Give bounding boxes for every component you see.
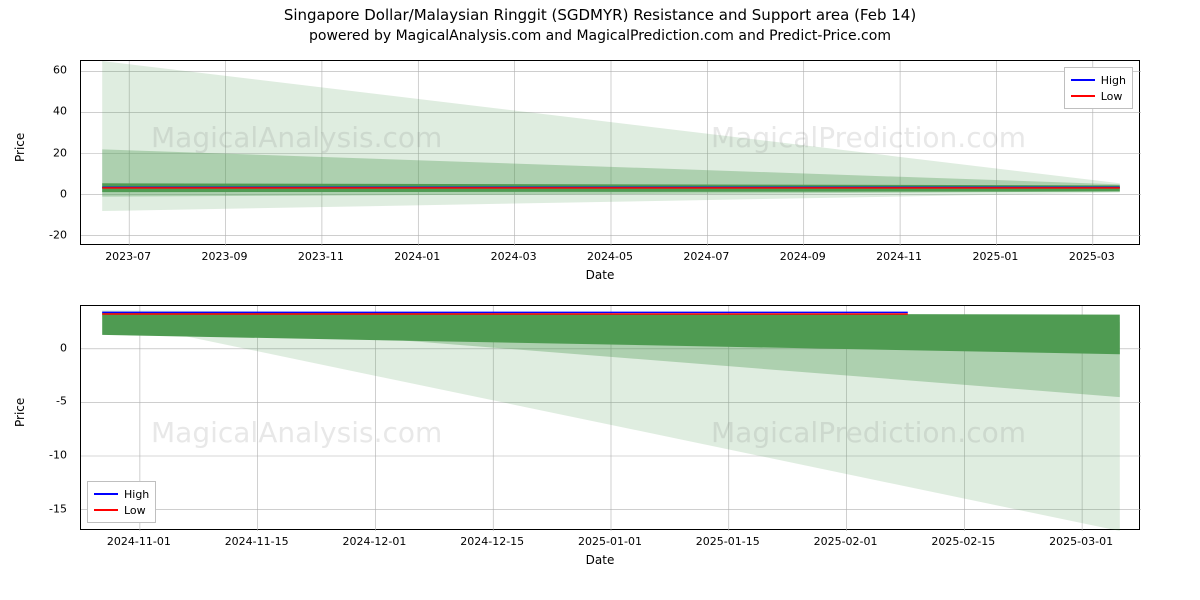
xtick-label: 2024-12-15 bbox=[460, 535, 524, 548]
ytick-label: -5 bbox=[56, 395, 75, 408]
ytick-label: 0 bbox=[60, 187, 75, 200]
bottom-plot-area: MagicalAnalysis.com MagicalPrediction.co… bbox=[80, 305, 1140, 530]
xtick-label: 2024-07 bbox=[683, 250, 729, 263]
xtick-label: 2024-05 bbox=[587, 250, 633, 263]
xtick-label: 2024-11 bbox=[876, 250, 922, 263]
xtick-label: 2024-12-01 bbox=[342, 535, 406, 548]
xtick-label: 2025-01 bbox=[972, 250, 1018, 263]
legend-row-low: Low bbox=[1071, 88, 1126, 104]
figure: Singapore Dollar/Malaysian Ringgit (SGDM… bbox=[0, 0, 1200, 600]
ytick-label: -10 bbox=[49, 449, 75, 462]
ytick-label: 60 bbox=[53, 64, 75, 77]
bottom-plot-svg bbox=[81, 306, 1141, 531]
bottom-legend: High Low bbox=[87, 481, 156, 523]
xtick-label: 2023-07 bbox=[105, 250, 151, 263]
legend-swatch-high-2 bbox=[94, 493, 118, 495]
legend-swatch-low bbox=[1071, 95, 1095, 97]
ytick-label: 20 bbox=[53, 146, 75, 159]
xtick-label: 2024-11-01 bbox=[107, 535, 171, 548]
xtick-label: 2025-01-15 bbox=[696, 535, 760, 548]
top-plot-area: MagicalAnalysis.com MagicalPrediction.co… bbox=[80, 60, 1140, 245]
legend-swatch-high bbox=[1071, 79, 1095, 81]
xtick-label: 2023-09 bbox=[202, 250, 248, 263]
ytick-label: -20 bbox=[49, 228, 75, 241]
bottom-yticks: -15 -10 -5 0 bbox=[0, 305, 75, 530]
chart-title: Singapore Dollar/Malaysian Ringgit (SGDM… bbox=[0, 6, 1200, 24]
top-legend: High Low bbox=[1064, 67, 1133, 109]
legend-label-high: High bbox=[1101, 74, 1126, 87]
xtick-label: 2024-09 bbox=[780, 250, 826, 263]
ytick-label: -15 bbox=[49, 502, 75, 515]
legend-label-high-2: High bbox=[124, 488, 149, 501]
xtick-label: 2025-01-01 bbox=[578, 535, 642, 548]
top-plot-svg bbox=[81, 61, 1141, 246]
xtick-label: 2024-11-15 bbox=[225, 535, 289, 548]
ytick-label: 40 bbox=[53, 105, 75, 118]
chart-subtitle: powered by MagicalAnalysis.com and Magic… bbox=[0, 28, 1200, 44]
xtick-label: 2024-01 bbox=[394, 250, 440, 263]
xtick-label: 2025-02-15 bbox=[931, 535, 995, 548]
legend-swatch-low-2 bbox=[94, 509, 118, 511]
top-yticks: -20 0 20 40 60 bbox=[0, 60, 75, 245]
legend-label-low: Low bbox=[1101, 90, 1123, 103]
legend-row-low-2: Low bbox=[94, 502, 149, 518]
xtick-label: 2025-03-01 bbox=[1049, 535, 1113, 548]
bottom-xlabel: Date bbox=[0, 553, 1200, 567]
xtick-label: 2024-03 bbox=[491, 250, 537, 263]
xtick-label: 2025-03 bbox=[1069, 250, 1115, 263]
top-xlabel: Date bbox=[0, 268, 1200, 282]
legend-row-high-2: High bbox=[94, 486, 149, 502]
ytick-label: 0 bbox=[60, 341, 75, 354]
xtick-label: 2025-02-01 bbox=[814, 535, 878, 548]
xtick-label: 2023-11 bbox=[298, 250, 344, 263]
legend-row-high: High bbox=[1071, 72, 1126, 88]
legend-label-low-2: Low bbox=[124, 504, 146, 517]
